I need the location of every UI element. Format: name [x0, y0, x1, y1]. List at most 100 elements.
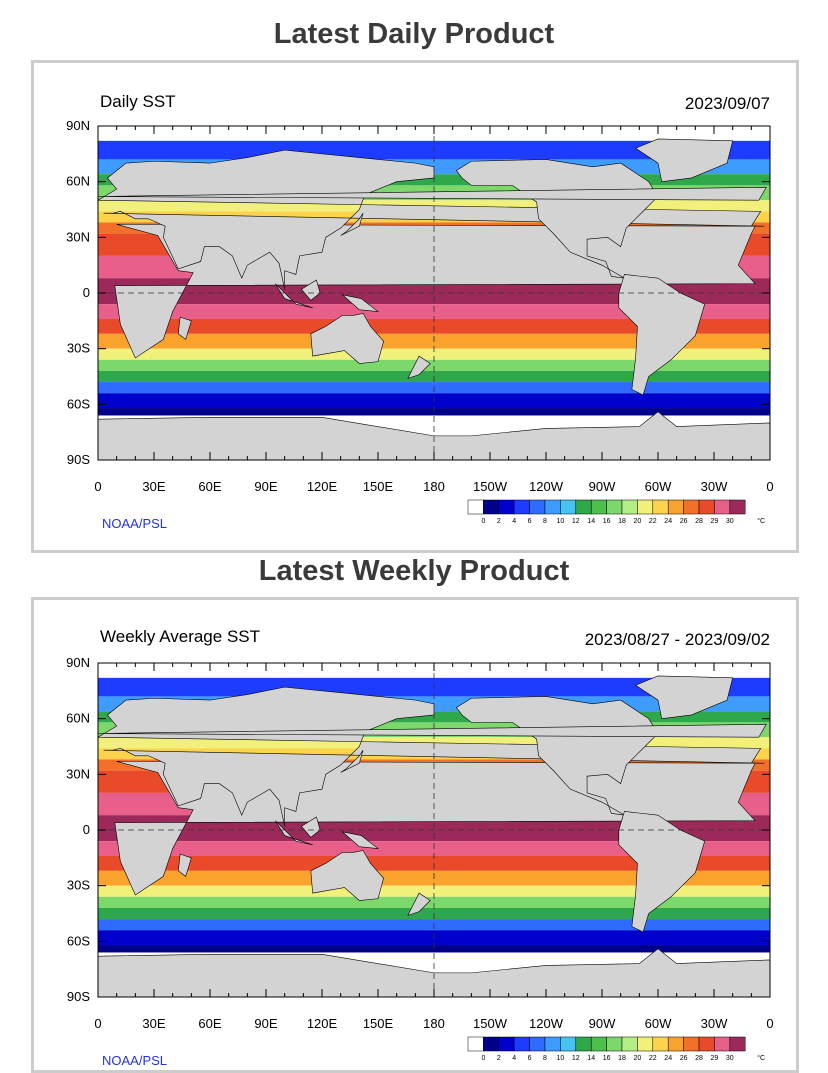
map-date: 2023/09/07 — [685, 94, 770, 113]
lat-label: 60S — [67, 933, 90, 948]
lon-label: 120E — [307, 479, 338, 494]
lon-label: 60E — [198, 1016, 221, 1031]
lon-label: 180 — [423, 479, 445, 494]
colorbar-swatch — [621, 1036, 638, 1052]
colorbar-tick-label: 26 — [680, 1055, 688, 1062]
colorbar-tick-label: 16 — [603, 518, 611, 525]
colorbar-tick-label: 28 — [695, 1055, 703, 1062]
colorbar-tick-label: 0 — [481, 1055, 485, 1062]
colorbar-tick-label: 26 — [680, 518, 688, 525]
colorbar-swatch — [590, 1036, 607, 1052]
land-mass — [97, 186, 767, 201]
lon-label: 120W — [529, 479, 564, 494]
land-mass — [618, 811, 706, 933]
colorbar-tick-label: 12 — [572, 518, 580, 525]
colorbar-tick-label: 29 — [711, 1055, 719, 1062]
land-mass — [96, 686, 765, 827]
lat-label: 60N — [66, 174, 90, 189]
colorbar-tick-label: 4 — [512, 1055, 516, 1062]
colorbar-swatch — [683, 499, 700, 515]
land-mass — [455, 159, 659, 279]
daily-sst-map-panel: Daily SST 2023/09/07 NOAA/PSL 90N 60N 30N 0… — [31, 60, 799, 553]
colorbar-swatch — [498, 1036, 515, 1052]
sst-band — [98, 896, 770, 908]
map-plot-area: 90N 60N 30N 0 30S 60S 90S 0 30E 60E 90E 120E 150E 180… — [66, 118, 773, 494]
land-mass — [340, 213, 364, 236]
lon-label: 90E — [254, 1016, 277, 1031]
colorbar-tick-label: 8 — [543, 518, 547, 525]
colorbar-tick-label: 14 — [587, 518, 595, 525]
land-mass — [177, 316, 192, 340]
lat-label: 60N — [66, 711, 90, 726]
land-mass — [455, 696, 659, 816]
lon-label: 30E — [142, 1016, 165, 1031]
lat-label: 30N — [66, 229, 90, 244]
colorbar-tick-label: 20 — [634, 1055, 642, 1062]
map-title: Daily SST — [100, 92, 176, 111]
daily-sst-map: Daily SST 2023/09/07 NOAA/PSL 90N 60N 30N 0… — [66, 92, 773, 531]
colorbar-swatch — [714, 1036, 731, 1052]
land-mass — [341, 294, 380, 312]
lat-label: 0 — [83, 285, 90, 300]
colorbar: 0 2 4 6 8 10 12 14 16 18 20 22 24 26 28 29 30 °C — [467, 499, 765, 525]
colorbar-tick-label: 18 — [618, 1055, 626, 1062]
colorbar: 0 2 4 6 8 10 12 14 16 18 20 22 24 26 28 29 30 °C — [467, 1036, 765, 1062]
colorbar-tick-label: 28 — [695, 518, 703, 525]
colorbar-swatch — [606, 499, 623, 515]
land-mass — [634, 675, 734, 719]
colorbar-swatch — [637, 1036, 654, 1052]
colorbar-swatch — [575, 1036, 592, 1052]
land-mass — [275, 820, 313, 846]
colorbar-unit: °C — [757, 1054, 765, 1062]
colorbar-swatch — [560, 499, 577, 515]
sst-band — [98, 885, 770, 897]
land-mass — [310, 850, 384, 901]
colorbar-swatch — [667, 1036, 684, 1052]
colorbar-swatch — [667, 499, 684, 515]
lon-label: 0 — [766, 479, 773, 494]
colorbar-tick-label: 2 — [497, 1055, 501, 1062]
lon-label: 30W — [701, 1016, 728, 1031]
lon-label: 60W — [645, 479, 672, 494]
colorbar-swatch — [467, 1036, 484, 1052]
sst-band — [98, 348, 770, 360]
colorbar-swatch — [483, 1036, 500, 1052]
colorbar-tick-label: 6 — [528, 518, 532, 525]
lon-label: 150E — [363, 1016, 394, 1031]
colorbar-swatch — [529, 1036, 546, 1052]
lat-label: 90N — [66, 655, 90, 670]
colorbar-tick-label: 10 — [557, 1055, 565, 1062]
colorbar-swatch — [544, 499, 561, 515]
lat-label: 60S — [67, 396, 90, 411]
colorbar-tick-label: 0 — [481, 518, 485, 525]
land-mass — [340, 750, 364, 773]
map-title: Weekly Average SST — [100, 627, 260, 646]
land-mass — [97, 723, 767, 738]
lon-label: 120E — [307, 1016, 338, 1031]
lon-label: 30W — [701, 479, 728, 494]
lon-label: 60W — [645, 1016, 672, 1031]
colorbar-swatch — [498, 499, 515, 515]
lon-label: 90E — [254, 479, 277, 494]
colorbar-swatch — [467, 499, 484, 515]
colorbar-swatch — [714, 499, 731, 515]
lat-label: 90S — [67, 452, 90, 467]
land-mass — [275, 283, 313, 309]
sst-band — [98, 359, 770, 371]
land-mass — [310, 313, 384, 364]
colorbar-swatch — [590, 499, 607, 515]
lon-label: 90W — [589, 1016, 616, 1031]
land-mass — [341, 831, 380, 849]
lon-label: 60E — [198, 479, 221, 494]
weekly-sst-map-panel: Weekly Average SST 2023/08/27 - 2023/09/… — [31, 597, 799, 1073]
lon-label: 90W — [589, 479, 616, 494]
lon-label: 0 — [766, 1016, 773, 1031]
colorbar-tick-label: 14 — [587, 1055, 595, 1062]
map-date: 2023/08/27 - 2023/09/02 — [585, 630, 770, 649]
colorbar-tick-label: 29 — [711, 518, 719, 525]
land-mass — [96, 149, 765, 290]
colorbar-swatch — [483, 499, 500, 515]
lon-label: 120W — [529, 1016, 564, 1031]
colorbar-swatch — [698, 1036, 715, 1052]
colorbar-tick-label: 24 — [664, 518, 672, 525]
